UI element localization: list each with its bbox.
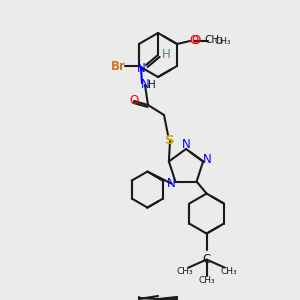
Text: N: N (141, 79, 149, 92)
Text: Br: Br (110, 59, 125, 73)
Text: N: N (182, 139, 190, 152)
Text: O: O (129, 94, 139, 107)
Text: CH₃: CH₃ (204, 35, 223, 45)
Text: O: O (191, 34, 201, 46)
Text: S: S (165, 134, 175, 148)
Text: C: C (202, 253, 211, 266)
Text: CH₃: CH₃ (198, 276, 215, 285)
Text: CH₃: CH₃ (176, 267, 193, 276)
Text: H: H (162, 47, 170, 61)
Text: H: H (148, 80, 156, 90)
Text: N: N (167, 177, 176, 190)
Text: CH₃: CH₃ (220, 267, 237, 276)
Text: O: O (189, 34, 199, 47)
Text: N: N (136, 61, 146, 74)
Text: CH₃: CH₃ (214, 37, 231, 46)
Text: N: N (203, 153, 212, 166)
